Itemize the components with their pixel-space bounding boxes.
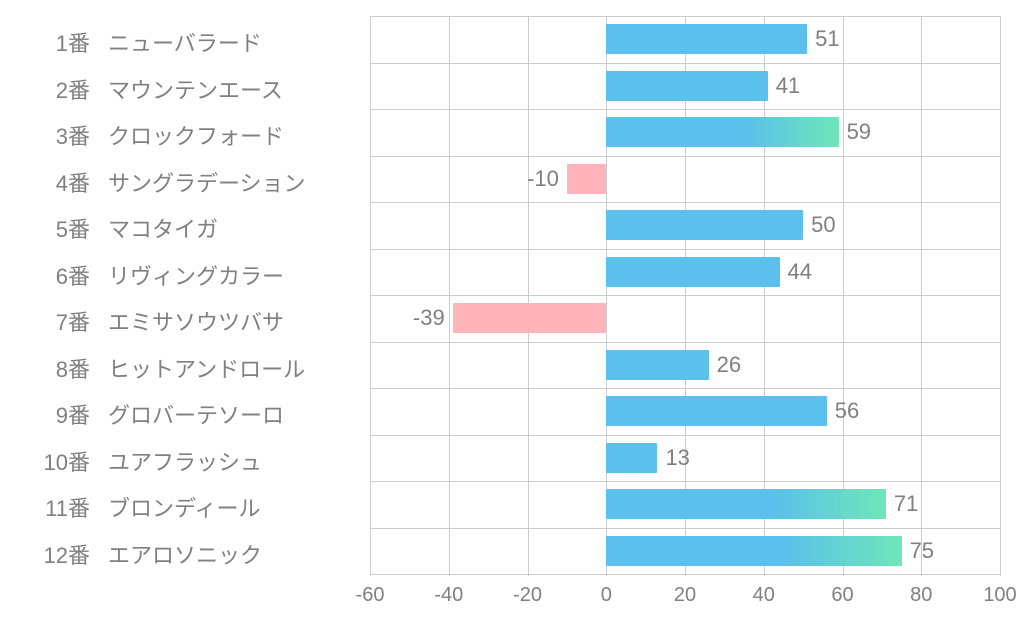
entry-number: 6番 bbox=[56, 259, 90, 291]
entry-number: 1番 bbox=[56, 26, 90, 58]
value-label: 13 bbox=[665, 445, 689, 471]
entry-number: 7番 bbox=[56, 305, 90, 337]
row-divider bbox=[370, 63, 1000, 64]
bar bbox=[453, 303, 607, 333]
bar bbox=[567, 164, 606, 194]
row-divider bbox=[370, 16, 1000, 17]
entry-name: ニューバラード bbox=[108, 26, 262, 58]
entry-name: エミサソウツバサ bbox=[108, 305, 284, 337]
row-divider bbox=[370, 574, 1000, 575]
row-divider bbox=[370, 295, 1000, 296]
entry-name: グロバーテソーロ bbox=[108, 398, 284, 430]
grid-line bbox=[921, 16, 922, 576]
horizontal-bar-chart: -60 -40 -20 0 20 40 60 80 100 1番ニューバラード 51 2番マウンテンエ… bbox=[0, 0, 1022, 626]
value-label: 75 bbox=[910, 538, 934, 564]
row-divider bbox=[370, 342, 1000, 343]
entry-name: リヴィングカラー bbox=[108, 259, 284, 291]
grid-line bbox=[449, 16, 450, 576]
bar bbox=[606, 443, 657, 473]
entry-name: クロックフォード bbox=[108, 119, 284, 151]
entry-name: エアロソニック bbox=[108, 538, 262, 570]
entry-number: 10番 bbox=[44, 445, 90, 477]
value-label: -10 bbox=[527, 166, 559, 192]
entry-number: 8番 bbox=[56, 352, 90, 384]
x-tick-label: 80 bbox=[910, 584, 932, 607]
bar bbox=[606, 350, 708, 380]
entry-name: マコタイガ bbox=[108, 212, 218, 244]
row-divider bbox=[370, 388, 1000, 389]
value-label: 26 bbox=[717, 352, 741, 378]
entry-name: ユアフラッシュ bbox=[108, 445, 262, 477]
x-tick-label: 40 bbox=[753, 584, 775, 607]
x-tick-label: -60 bbox=[356, 584, 385, 607]
entry-number: 4番 bbox=[56, 166, 90, 198]
x-tick-label: 100 bbox=[983, 584, 1016, 607]
grid-line bbox=[370, 16, 371, 576]
entry-number: 3番 bbox=[56, 119, 90, 151]
grid-line bbox=[528, 16, 529, 576]
row-divider bbox=[370, 528, 1000, 529]
entry-number: 2番 bbox=[56, 73, 90, 105]
entry-number: 5番 bbox=[56, 212, 90, 244]
bar bbox=[606, 489, 886, 519]
bar bbox=[606, 536, 901, 566]
bar bbox=[606, 210, 803, 240]
x-tick-label: 20 bbox=[674, 584, 696, 607]
row-divider bbox=[370, 109, 1000, 110]
entry-number: 9番 bbox=[56, 398, 90, 430]
grid-line bbox=[1000, 16, 1001, 576]
entry-number: 11番 bbox=[45, 491, 90, 523]
row-divider bbox=[370, 249, 1000, 250]
bar bbox=[606, 71, 767, 101]
entry-name: ヒットアンドロール bbox=[108, 352, 305, 384]
x-tick-label: 0 bbox=[601, 584, 612, 607]
bar bbox=[606, 396, 827, 426]
bar bbox=[606, 257, 779, 287]
entry-name: ブロンディール bbox=[108, 491, 260, 523]
row-divider bbox=[370, 202, 1000, 203]
bar bbox=[606, 117, 838, 147]
entry-name: サングラデーション bbox=[108, 166, 306, 198]
row-divider bbox=[370, 481, 1000, 482]
x-tick-label: -20 bbox=[513, 584, 542, 607]
value-label: 51 bbox=[815, 26, 839, 52]
value-label: 44 bbox=[788, 259, 812, 285]
row-divider bbox=[370, 435, 1000, 436]
value-label: 56 bbox=[835, 398, 859, 424]
row-divider bbox=[370, 156, 1000, 157]
x-tick-label: -40 bbox=[434, 584, 463, 607]
value-label: 71 bbox=[894, 491, 918, 517]
entry-name: マウンテンエース bbox=[108, 73, 283, 105]
value-label: 50 bbox=[811, 212, 835, 238]
entry-number: 12番 bbox=[44, 538, 90, 570]
value-label: 59 bbox=[847, 119, 871, 145]
x-tick-label: 60 bbox=[831, 584, 853, 607]
value-label: -39 bbox=[413, 305, 445, 331]
bar bbox=[606, 24, 807, 54]
value-label: 41 bbox=[776, 73, 800, 99]
